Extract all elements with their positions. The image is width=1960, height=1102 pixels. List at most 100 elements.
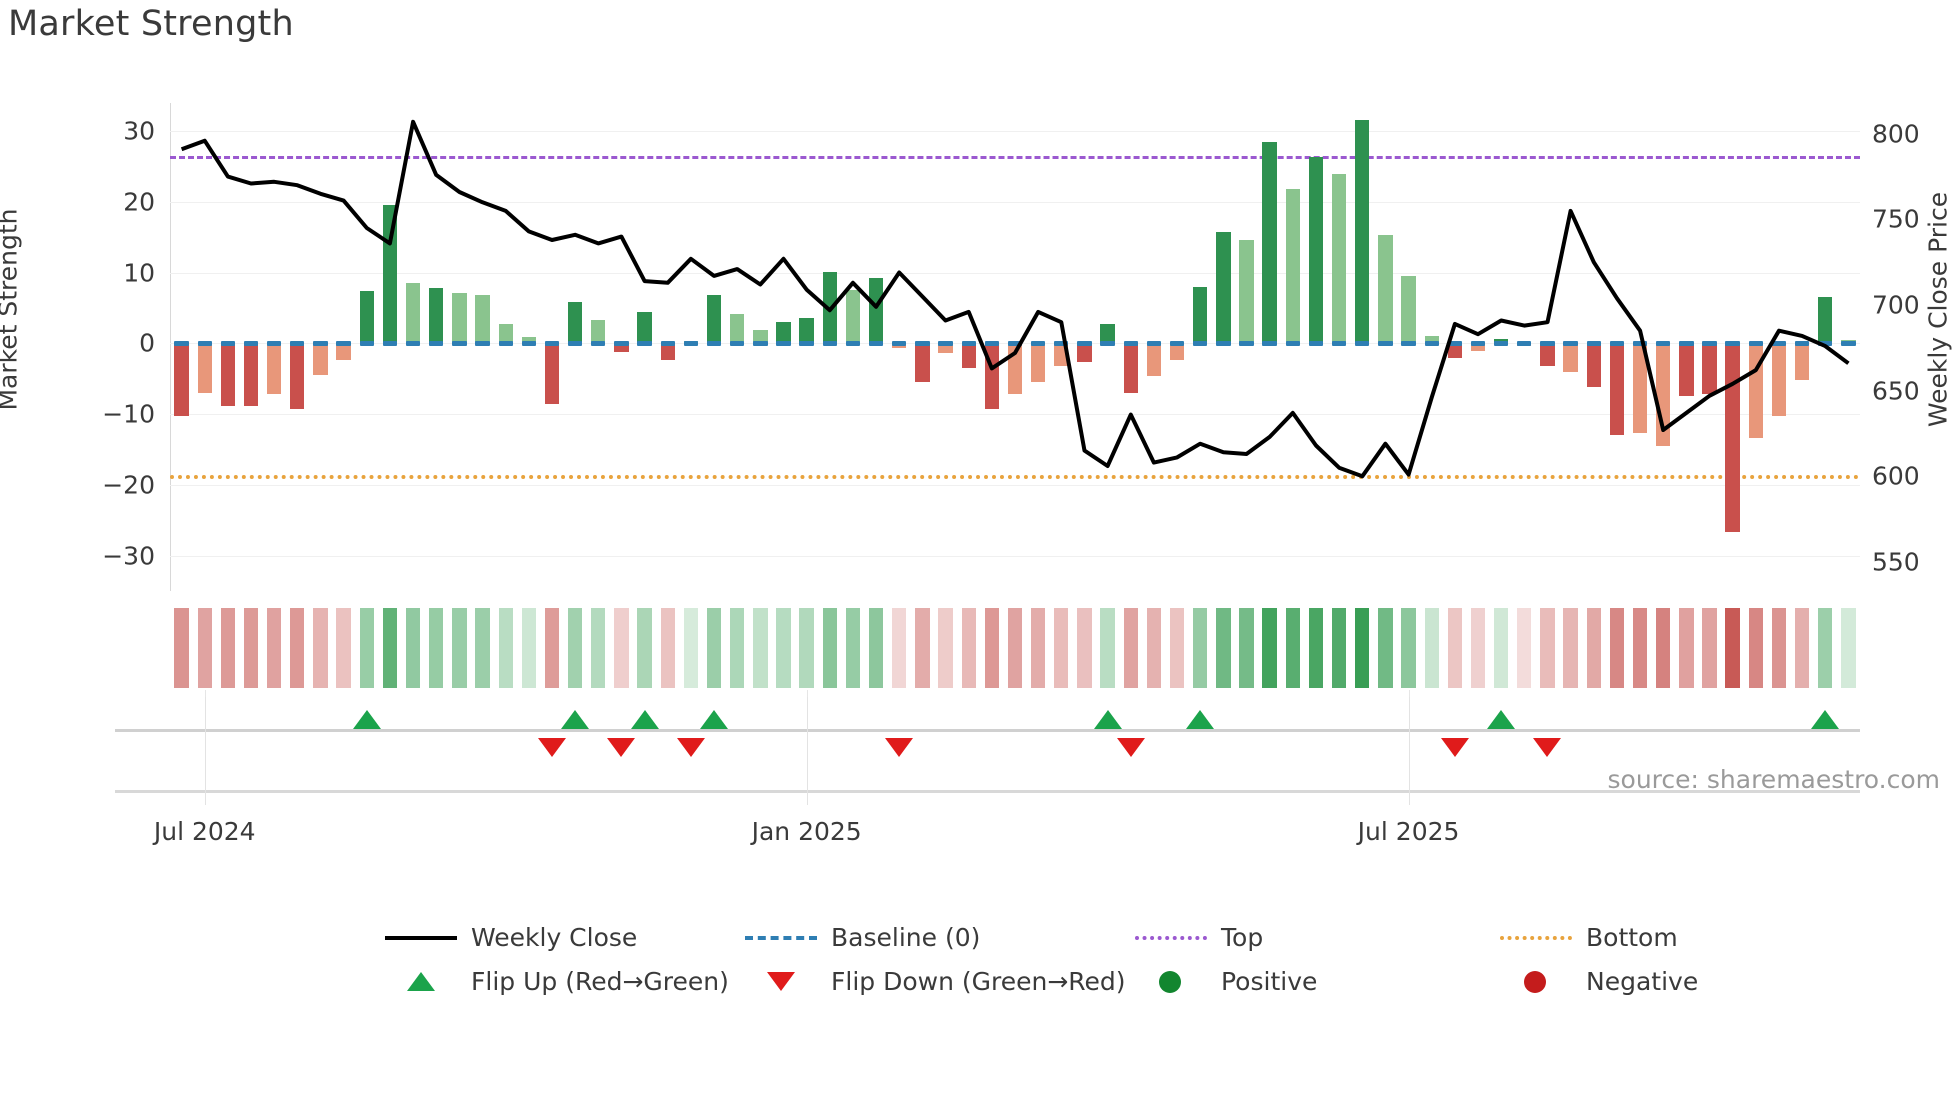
strength-bar bbox=[1586, 343, 1601, 387]
heatmap-cell bbox=[1632, 608, 1648, 688]
strength-bar bbox=[1725, 343, 1740, 532]
heatmap-cell bbox=[1077, 608, 1092, 688]
strength-bar bbox=[1470, 343, 1486, 351]
gridline bbox=[170, 414, 1860, 416]
legend-item-label: Flip Down (Green→Red) bbox=[831, 966, 1126, 996]
baseline-segment bbox=[405, 341, 421, 347]
strength-bar bbox=[220, 343, 236, 407]
right-axis-tick: 600 bbox=[1872, 461, 1920, 491]
legend-swatch-glyph bbox=[767, 972, 795, 991]
strength-bar bbox=[753, 330, 768, 344]
gridline bbox=[170, 272, 1860, 274]
baseline-segment bbox=[1355, 341, 1370, 347]
legend-item[interactable]: Top bbox=[1135, 915, 1263, 959]
heatmap-cell bbox=[822, 608, 837, 688]
legend-item[interactable]: Bottom bbox=[1500, 915, 1678, 959]
legend-item-label: Top bbox=[1221, 922, 1264, 952]
flip-down-marker bbox=[607, 738, 636, 757]
strength-bar bbox=[429, 288, 444, 344]
baseline-segment bbox=[1586, 341, 1601, 347]
baseline-segment bbox=[1609, 341, 1625, 347]
heatmap-cell bbox=[753, 608, 768, 688]
strength-bar bbox=[405, 282, 421, 344]
strength-bar bbox=[961, 343, 976, 369]
baseline-segment bbox=[614, 341, 629, 347]
legend-item[interactable]: Baseline (0) bbox=[745, 915, 980, 959]
legend-item[interactable]: Positive bbox=[1135, 959, 1317, 1003]
heatmap-cell bbox=[382, 608, 398, 688]
baseline-segment bbox=[660, 341, 675, 347]
heatmap-cell bbox=[776, 608, 791, 688]
heatmap-cell bbox=[591, 608, 606, 688]
gridline bbox=[170, 484, 1860, 486]
x-tick-line bbox=[806, 697, 808, 805]
strength-bar bbox=[567, 301, 583, 344]
strength-bar bbox=[1262, 141, 1277, 344]
heatmap-cell bbox=[614, 608, 629, 688]
chart-legend: Weekly Close Baseline (0) Top Bottom Flip U… bbox=[0, 915, 1960, 1003]
baseline-segment bbox=[1123, 341, 1138, 347]
heatmap-cell bbox=[1748, 608, 1763, 688]
heatmap-cell bbox=[1470, 608, 1486, 688]
legend-row-1: Weekly Close Baseline (0) Top Bottom bbox=[0, 915, 1960, 959]
left-axis-label: Market Strength bbox=[0, 208, 23, 411]
heatmap-cell bbox=[452, 608, 467, 688]
strength-bar bbox=[1424, 335, 1439, 344]
strength-bar bbox=[660, 343, 675, 360]
baseline-segment bbox=[1239, 341, 1254, 347]
heatmap-cell bbox=[521, 608, 536, 688]
strength-bar bbox=[1609, 343, 1625, 436]
baseline-segment bbox=[452, 341, 467, 347]
strength-bar bbox=[1169, 343, 1185, 360]
heatmap-cell bbox=[984, 608, 1000, 688]
strength-bar bbox=[1285, 189, 1300, 344]
strength-bar bbox=[1632, 343, 1648, 433]
strength-bar bbox=[1401, 276, 1416, 344]
heatmap-cell bbox=[1030, 608, 1046, 688]
baseline-segment bbox=[1493, 341, 1509, 347]
legend-item[interactable]: Weekly Close bbox=[385, 915, 637, 959]
baseline-segment bbox=[915, 341, 930, 347]
baseline-segment bbox=[1285, 341, 1300, 347]
legend-item-label: Bottom bbox=[1586, 922, 1678, 952]
baseline-segment bbox=[1262, 341, 1277, 347]
flip-up-marker bbox=[630, 710, 659, 729]
legend-item[interactable]: Flip Down (Green→Red) bbox=[745, 959, 1126, 1003]
heatmap-cell bbox=[1493, 608, 1509, 688]
baseline-segment bbox=[776, 341, 791, 347]
baseline-segment bbox=[1030, 341, 1046, 347]
strength-bar bbox=[1146, 343, 1162, 376]
left-axis-tick: 10 bbox=[123, 258, 155, 288]
heatmap-cell bbox=[892, 608, 907, 688]
legend-item[interactable]: Negative bbox=[1500, 959, 1698, 1003]
baseline-segment bbox=[868, 341, 884, 347]
baseline-segment bbox=[938, 341, 953, 347]
baseline-segment bbox=[197, 341, 212, 347]
baseline-segment bbox=[1169, 341, 1185, 347]
baseline-segment bbox=[1470, 341, 1486, 347]
flip-down-marker bbox=[885, 738, 914, 757]
gridline bbox=[170, 131, 1860, 133]
baseline-segment bbox=[429, 341, 444, 347]
strength-bar bbox=[1355, 119, 1370, 344]
strength-bar bbox=[197, 343, 212, 393]
gridline bbox=[170, 202, 1860, 203]
heatmap-cell bbox=[1540, 608, 1555, 688]
gridline bbox=[170, 555, 1860, 557]
heatmap-cell bbox=[1679, 608, 1694, 688]
heatmap-cell bbox=[637, 608, 652, 688]
heatmap-cell bbox=[1794, 608, 1810, 688]
strength-bar bbox=[1794, 343, 1810, 380]
heatmap-cell bbox=[267, 608, 282, 688]
flip-marker-lane bbox=[170, 690, 1860, 770]
heatmap-cell bbox=[1841, 608, 1856, 688]
heatmap-cell bbox=[1262, 608, 1277, 688]
triangle-down-icon bbox=[745, 969, 817, 993]
strength-bar bbox=[1193, 286, 1208, 344]
legend-swatch-glyph bbox=[745, 936, 817, 940]
strength-bar bbox=[1447, 343, 1463, 358]
baseline-segment bbox=[1563, 341, 1578, 347]
left-axis-tick: 30 bbox=[123, 116, 155, 146]
legend-item[interactable]: Flip Up (Red→Green) bbox=[385, 959, 729, 1003]
baseline-segment bbox=[1054, 341, 1069, 347]
